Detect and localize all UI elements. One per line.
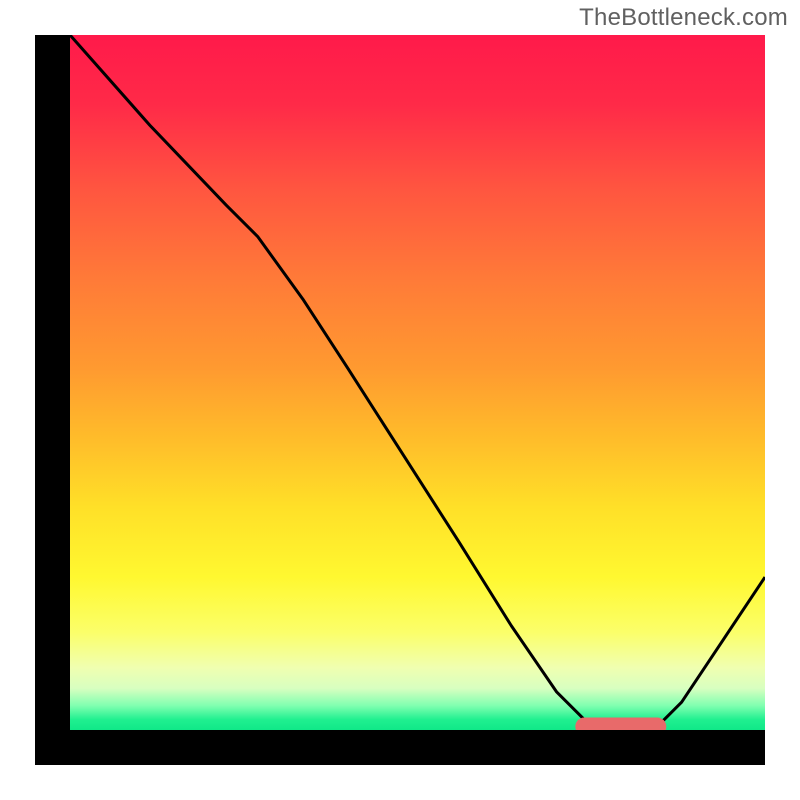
watermark-text: TheBottleneck.com bbox=[579, 4, 788, 32]
bottleneck-chart: TheBottleneck.com bbox=[0, 0, 800, 800]
gradient-background bbox=[70, 35, 765, 730]
chart-svg bbox=[0, 0, 800, 800]
